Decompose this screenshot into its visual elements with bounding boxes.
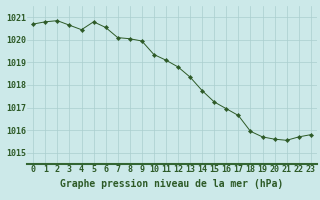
X-axis label: Graphe pression niveau de la mer (hPa): Graphe pression niveau de la mer (hPa)	[60, 179, 284, 189]
